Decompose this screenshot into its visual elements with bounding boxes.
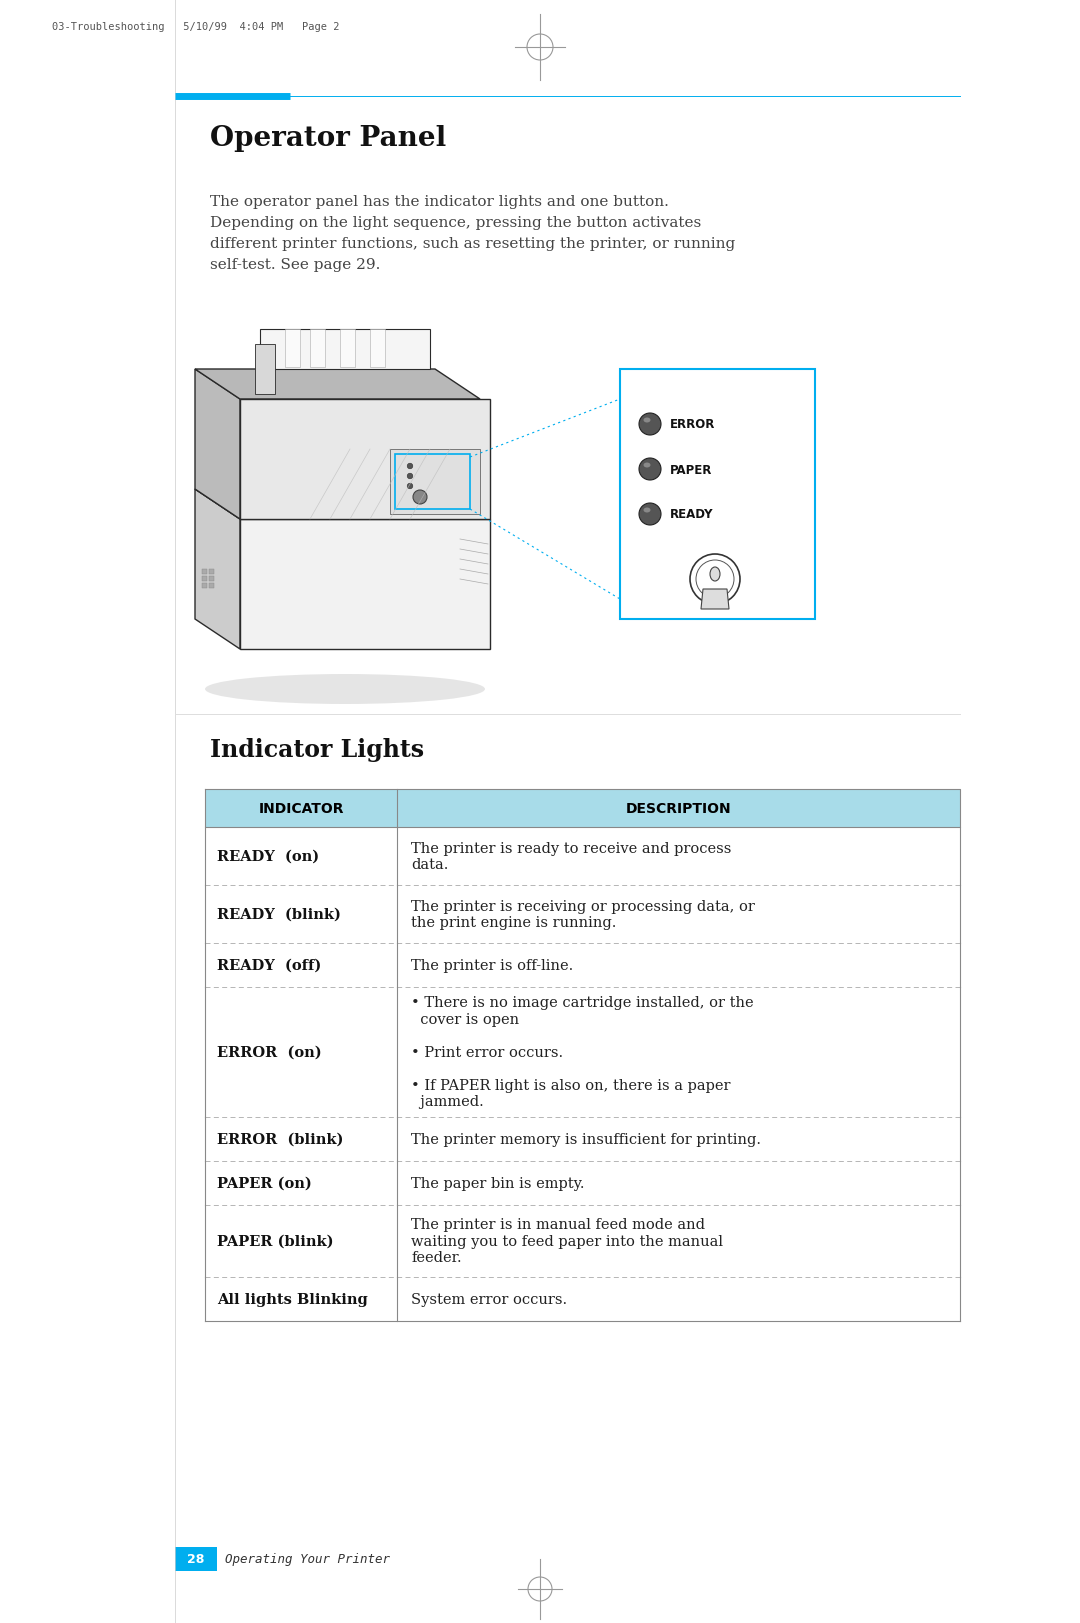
- Circle shape: [407, 474, 413, 479]
- Polygon shape: [240, 519, 490, 649]
- Ellipse shape: [644, 463, 650, 467]
- Text: jammed.: jammed.: [411, 1096, 484, 1109]
- Polygon shape: [195, 490, 240, 649]
- Text: ERROR  (on): ERROR (on): [217, 1045, 322, 1060]
- Text: Indicator Lights: Indicator Lights: [210, 737, 424, 761]
- Text: Depending on the light sequence, pressing the button activates: Depending on the light sequence, pressin…: [210, 216, 701, 230]
- Bar: [202, 570, 207, 575]
- Text: All lights Blinking: All lights Blinking: [217, 1292, 368, 1307]
- Text: The paper bin is empty.: The paper bin is empty.: [411, 1177, 584, 1190]
- Polygon shape: [260, 329, 430, 370]
- Polygon shape: [195, 370, 240, 519]
- Text: data.: data.: [411, 857, 448, 872]
- Text: • There is no image cartridge installed, or the: • There is no image cartridge installed,…: [411, 997, 754, 1010]
- Text: 28: 28: [187, 1553, 205, 1566]
- Text: INDICATOR: INDICATOR: [258, 802, 343, 815]
- Polygon shape: [255, 344, 275, 394]
- Bar: [390, 450, 480, 514]
- Text: different printer functions, such as resetting the printer, or running: different printer functions, such as res…: [210, 237, 735, 252]
- Text: PAPER (on): PAPER (on): [217, 1177, 312, 1190]
- Circle shape: [639, 459, 661, 480]
- Text: The printer is receiving or processing data, or: The printer is receiving or processing d…: [411, 899, 755, 914]
- Bar: [620, 370, 815, 620]
- Circle shape: [407, 464, 413, 469]
- Polygon shape: [701, 589, 729, 610]
- Text: System error occurs.: System error occurs.: [411, 1292, 567, 1307]
- Text: the print engine is running.: the print engine is running.: [411, 915, 617, 930]
- Text: DESCRIPTION: DESCRIPTION: [625, 802, 731, 815]
- Text: The printer is off-line.: The printer is off-line.: [411, 959, 573, 972]
- Ellipse shape: [205, 675, 485, 704]
- Bar: [175, 1547, 217, 1571]
- Text: • Print error occurs.: • Print error occurs.: [411, 1045, 563, 1060]
- Text: waiting you to feed paper into the manual: waiting you to feed paper into the manua…: [411, 1233, 723, 1248]
- Text: PAPER: PAPER: [670, 463, 713, 476]
- Text: The printer memory is insufficient for printing.: The printer memory is insufficient for p…: [411, 1133, 761, 1146]
- Bar: [205, 943, 960, 987]
- Bar: [205, 1277, 960, 1321]
- Text: Operating Your Printer: Operating Your Printer: [225, 1553, 390, 1566]
- Text: The operator panel has the indicator lights and one button.: The operator panel has the indicator lig…: [210, 195, 669, 209]
- Text: Operator Panel: Operator Panel: [210, 125, 446, 153]
- Ellipse shape: [710, 568, 720, 581]
- Text: cover is open: cover is open: [411, 1013, 519, 1026]
- Circle shape: [407, 484, 413, 490]
- Polygon shape: [370, 329, 384, 368]
- Polygon shape: [195, 370, 480, 399]
- Text: The printer is ready to receive and process: The printer is ready to receive and proc…: [411, 841, 731, 855]
- Bar: [205, 987, 960, 1117]
- Bar: [205, 1162, 960, 1206]
- Ellipse shape: [644, 419, 650, 424]
- Polygon shape: [340, 329, 355, 368]
- Bar: [205, 828, 960, 886]
- Text: self-test. See page 29.: self-test. See page 29.: [210, 258, 380, 271]
- Circle shape: [639, 503, 661, 526]
- Bar: [210, 576, 214, 581]
- Bar: [205, 1206, 960, 1277]
- Text: READY: READY: [670, 508, 714, 521]
- Bar: [395, 454, 470, 510]
- Bar: [205, 1117, 960, 1162]
- Polygon shape: [195, 490, 490, 519]
- Text: • If PAPER light is also on, there is a paper: • If PAPER light is also on, there is a …: [411, 1078, 730, 1092]
- Bar: [205, 789, 960, 828]
- Ellipse shape: [644, 508, 650, 513]
- Bar: [210, 584, 214, 589]
- Text: READY  (off): READY (off): [217, 959, 321, 972]
- Circle shape: [413, 490, 427, 505]
- Text: PAPER (blink): PAPER (blink): [217, 1233, 334, 1248]
- Text: feeder.: feeder.: [411, 1251, 461, 1264]
- Polygon shape: [285, 329, 300, 368]
- Circle shape: [639, 414, 661, 435]
- Bar: [202, 584, 207, 589]
- Bar: [202, 576, 207, 581]
- Polygon shape: [310, 329, 325, 368]
- Bar: [205, 886, 960, 943]
- Polygon shape: [240, 399, 490, 519]
- Text: ERROR: ERROR: [670, 419, 715, 432]
- Text: ERROR  (blink): ERROR (blink): [217, 1133, 343, 1146]
- Text: 03-Troubleshooting   5/10/99  4:04 PM   Page 2: 03-Troubleshooting 5/10/99 4:04 PM Page …: [52, 23, 339, 32]
- Text: The printer is in manual feed mode and: The printer is in manual feed mode and: [411, 1217, 705, 1232]
- Text: READY  (blink): READY (blink): [217, 907, 341, 922]
- Bar: [210, 570, 214, 575]
- Text: READY  (on): READY (on): [217, 849, 319, 863]
